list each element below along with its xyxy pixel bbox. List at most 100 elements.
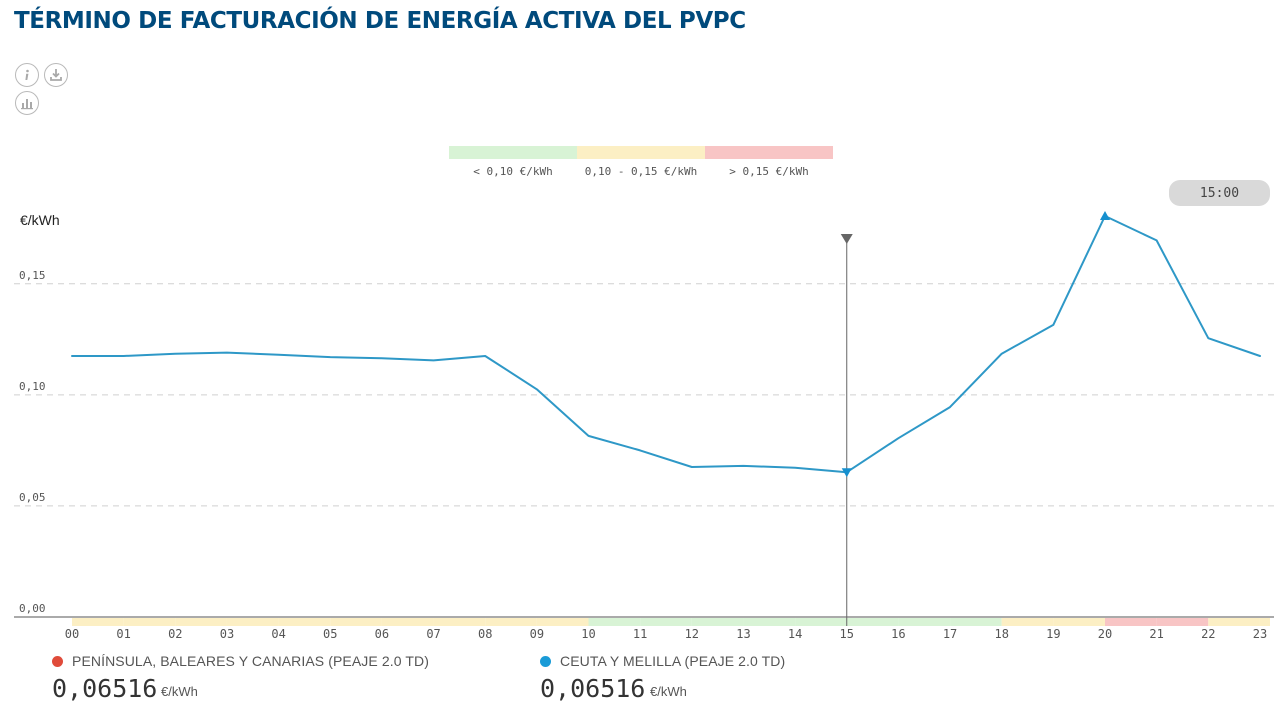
- data-point-04: [276, 352, 282, 358]
- download-button[interactable]: [44, 63, 68, 87]
- time-cursor-handle: [840, 234, 853, 244]
- data-point-01: [121, 353, 127, 359]
- data-point-23: [1257, 353, 1263, 359]
- x-tick-label: 06: [375, 627, 389, 641]
- hour-band-12: [691, 618, 744, 626]
- legend-label-mid: 0,10 - 0,15 €/kWh: [584, 165, 698, 178]
- hour-band-01: [123, 618, 176, 626]
- x-tick-label: 02: [168, 627, 182, 641]
- info-icon: [25, 69, 29, 80]
- data-point-05: [327, 354, 333, 360]
- hour-band-11: [640, 618, 692, 626]
- legend-label-high: > 0,15 €/kWh: [729, 165, 809, 178]
- series-line-ceuta: [71, 215, 1261, 474]
- x-tick-label: 07: [426, 627, 440, 641]
- series-peninsula-label: PENÍNSULA, BALEARES Y CANARIAS (PEAJE 2.…: [52, 653, 429, 669]
- hour-band-15: [846, 618, 899, 626]
- data-point-12: [689, 464, 695, 470]
- x-tick-label: 08: [478, 627, 492, 641]
- hour-band-05: [330, 618, 382, 626]
- info-button[interactable]: [15, 63, 39, 87]
- series-peninsula-value: 0,06516: [52, 674, 158, 703]
- hour-band-18: [1001, 618, 1054, 626]
- y-axis-unit-label: €/kWh: [20, 212, 60, 228]
- hour-band-22: [1208, 618, 1260, 626]
- hour-band-09: [536, 618, 589, 626]
- y-tick-label: 0,05: [19, 491, 46, 504]
- hour-band-06: [381, 618, 434, 626]
- hour-band-10: [588, 618, 641, 626]
- data-point-21: [1154, 237, 1160, 243]
- data-point-16: [895, 435, 901, 441]
- x-tick-label: 17: [943, 627, 957, 641]
- series-peninsula-name: PENÍNSULA, BALEARES Y CANARIAS (PEAJE 2.…: [72, 653, 429, 669]
- x-tick-label: 13: [736, 627, 750, 641]
- hour-band-19: [1053, 618, 1105, 626]
- data-point-06: [379, 355, 385, 361]
- hour-band-00: [72, 618, 124, 626]
- x-tick-label: 19: [1046, 627, 1060, 641]
- hour-band-08: [485, 618, 537, 626]
- x-tick-label: 20: [1098, 627, 1112, 641]
- y-tick-label: 0,10: [19, 380, 46, 393]
- y-tick-label: 0,15: [19, 269, 46, 282]
- download-icon: [50, 69, 62, 81]
- max-price-marker: [1100, 210, 1110, 220]
- series-ceuta-dot: [540, 655, 551, 667]
- x-tick-label: 21: [1149, 627, 1163, 641]
- data-point-18: [999, 351, 1005, 357]
- x-tick-label: 05: [323, 627, 337, 641]
- x-tick-label: 12: [685, 627, 699, 641]
- series-ceuta-value: 0,06516: [540, 674, 646, 703]
- data-point-11: [637, 447, 643, 453]
- legend-swatch-low: [449, 146, 577, 159]
- series-ceuta-label: CEUTA Y MELILLA (PEAJE 2.0 TD): [540, 653, 785, 669]
- hour-band-07: [433, 618, 486, 626]
- x-tick-label: 10: [581, 627, 595, 641]
- legend-swatch-mid: [577, 146, 705, 159]
- data-point-14: [792, 465, 798, 471]
- bar-chart-icon: [21, 99, 33, 110]
- series-peninsula-dot: [52, 655, 63, 667]
- x-tick-label: 01: [116, 627, 130, 641]
- x-tick-label: 18: [994, 627, 1008, 641]
- data-point-02: [172, 351, 178, 357]
- x-tick-label: 03: [220, 627, 234, 641]
- series-ceuta-name: CEUTA Y MELILLA (PEAJE 2.0 TD): [560, 653, 786, 669]
- x-tick-label: 15: [840, 627, 854, 641]
- hour-band-03: [226, 618, 279, 626]
- hour-band-16: [898, 618, 951, 626]
- hour-band-21: [1156, 618, 1209, 626]
- series-ceuta-unit: €/kWh: [650, 684, 687, 699]
- page-title: TÉRMINO DE FACTURACIÓN DE ENERGÍA ACTIVA…: [14, 8, 746, 34]
- hour-band-20: [1105, 618, 1157, 626]
- selected-time-badge[interactable]: 15:00: [1169, 180, 1270, 206]
- series-peninsula-unit: €/kWh: [161, 684, 198, 699]
- y-tick-label: 0,00: [19, 602, 46, 615]
- hour-band-14: [795, 618, 847, 626]
- data-point-07: [431, 357, 437, 363]
- price-chart[interactable]: 0,00 0,05 0,10 0,15 00 01 02 03 04 05 06 07 08 09 10 11…: [0, 0, 1288, 650]
- x-tick-label: 22: [1201, 627, 1215, 641]
- x-tick-label: 09: [530, 627, 544, 641]
- data-point-19: [1050, 322, 1056, 328]
- hour-band-17: [950, 618, 1002, 626]
- chart-type-button[interactable]: [15, 91, 39, 115]
- hour-band-02: [175, 618, 227, 626]
- x-tick-label: 04: [271, 627, 285, 641]
- data-point-08: [482, 353, 488, 359]
- data-point-22: [1205, 335, 1211, 341]
- x-tick-label: 23: [1253, 627, 1267, 641]
- x-tick-label: 11: [633, 627, 647, 641]
- data-point-17: [947, 404, 953, 410]
- data-point-09: [534, 386, 540, 392]
- x-tick-label: 16: [891, 627, 905, 641]
- min-price-marker: [841, 468, 852, 478]
- x-tick-label: 00: [65, 627, 79, 641]
- legend-swatch-high: [705, 146, 833, 159]
- hour-band-23: [1259, 618, 1270, 626]
- data-point-10: [586, 433, 592, 439]
- hour-band-13: [743, 618, 796, 626]
- data-point-00: [69, 353, 75, 359]
- legend-label-low: < 0,10 €/kWh: [473, 165, 553, 178]
